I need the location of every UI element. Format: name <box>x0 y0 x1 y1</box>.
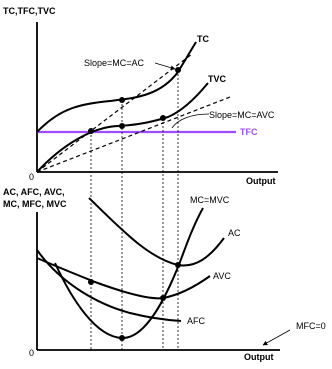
average-cost-panel: AC, AFC, AVC, MC, MFC, MVC Output 0 AC A… <box>3 187 326 362</box>
avc-tangent-ray <box>36 96 231 173</box>
mfc-annotation: MFC=0 <box>296 321 326 331</box>
output-guide-lines <box>90 70 179 350</box>
mc-curve <box>54 207 204 340</box>
avc-label: AVC <box>213 271 231 281</box>
slope-ac-annotation: Slope=MC=AC <box>84 58 145 68</box>
ac-label: AC <box>228 228 241 238</box>
mc-avc-afc-point <box>88 279 94 285</box>
ac-tangent-ray <box>36 53 193 173</box>
top-origin-label: 0 <box>29 172 34 182</box>
total-cost-panel: TC,TFC,TVC Output 0 TFC TC TVC Slope=MC=… <box>3 6 278 186</box>
bottom-x-axis-label: Output <box>244 352 274 362</box>
slope-avc-leader <box>171 113 210 129</box>
ac-minimum-point <box>175 262 181 268</box>
tfc-label: TFC <box>240 127 258 137</box>
slope-ac-arrow <box>154 62 176 71</box>
avc-curve <box>36 257 211 300</box>
avc-minimum-point <box>160 295 166 301</box>
bottom-y-axis-label-2: MC, MFC, MVC <box>3 199 67 209</box>
bottom-y-axis-label-1: AC, AFC, AVC, <box>3 187 65 197</box>
tvc-curve <box>36 82 209 173</box>
mc-minimum-point <box>119 335 125 341</box>
mc-label: MC=MVC <box>190 195 230 205</box>
afc-curve <box>36 249 182 322</box>
ac-curve <box>88 197 225 267</box>
bottom-origin-label: 0 <box>29 348 34 358</box>
afc-label: AFC <box>187 316 206 326</box>
mfc-arrow <box>262 329 291 346</box>
tvc-label: TVC <box>208 74 227 84</box>
top-y-axis-label: TC,TFC,TVC <box>3 6 56 16</box>
top-x-axis-label: Output <box>246 176 276 186</box>
tc-label: TC <box>197 34 209 44</box>
tc-curve <box>36 41 197 133</box>
slope-avc-annotation: Slope=MC=AVC <box>209 110 275 120</box>
